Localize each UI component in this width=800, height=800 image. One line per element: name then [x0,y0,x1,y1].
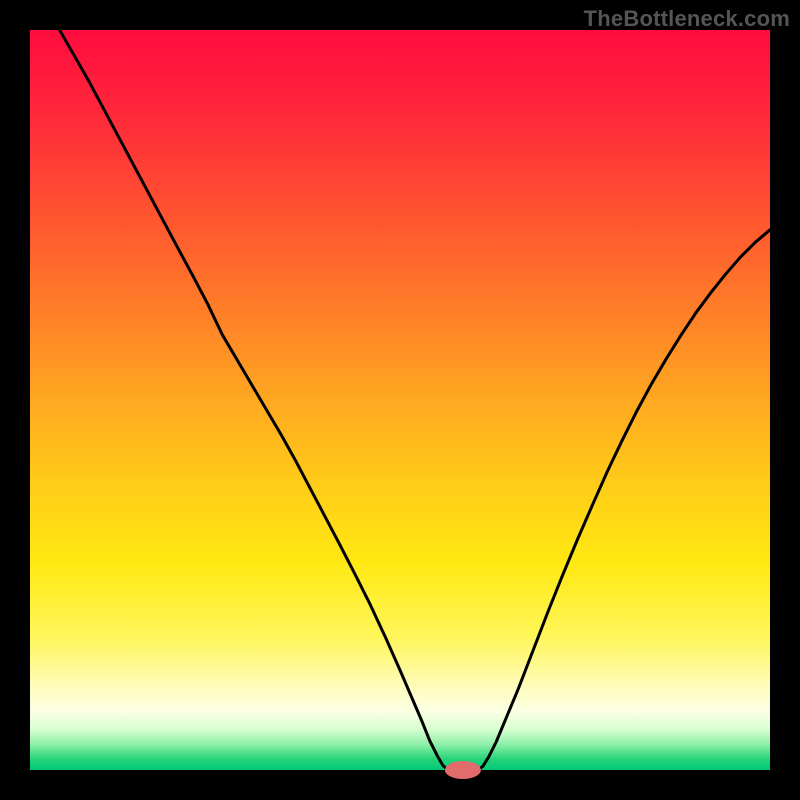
plot-background [30,30,770,770]
bottleneck-chart [0,0,800,800]
attribution-text: TheBottleneck.com [584,6,790,32]
chart-container: TheBottleneck.com [0,0,800,800]
optimal-marker [445,761,481,779]
